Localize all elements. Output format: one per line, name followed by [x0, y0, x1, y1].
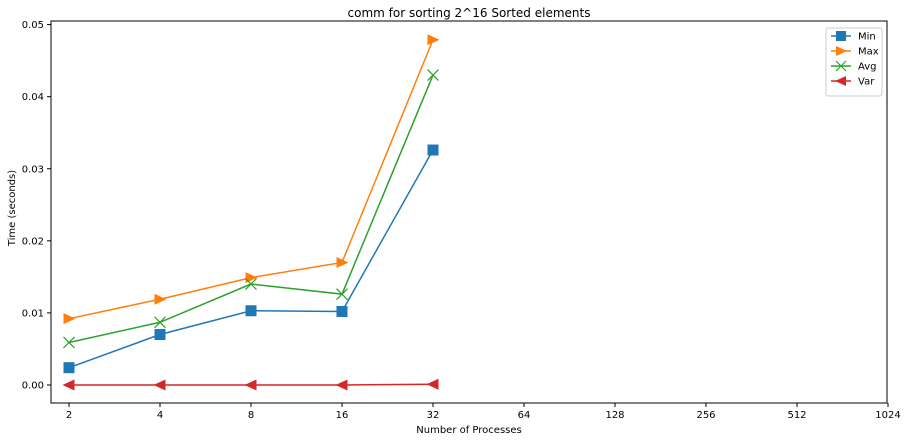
- data-point-avg: [336, 288, 348, 301]
- legend-label: Min: [858, 32, 876, 43]
- data-point-min: [427, 144, 439, 156]
- y-tick-label: 0.00: [22, 380, 44, 391]
- x-tick-label: 1024: [875, 410, 900, 421]
- x-tick-label: 64: [518, 410, 531, 421]
- series-var: [62, 378, 439, 391]
- data-point-min: [63, 362, 75, 374]
- data-point-max: [245, 272, 258, 284]
- y-tick-label: 0.03: [22, 164, 44, 175]
- x-axis-label: Number of Processes: [416, 425, 521, 436]
- data-point-avg: [63, 336, 75, 349]
- series-max: [63, 34, 440, 325]
- legend-label: Var: [858, 77, 875, 88]
- data-point-avg: [245, 278, 257, 290]
- legend-label: Max: [858, 47, 879, 58]
- data-point-var: [244, 379, 257, 391]
- legend-marker: [836, 31, 846, 41]
- legend: Min Max Avg Var: [825, 27, 883, 97]
- legend-label: Avg: [858, 62, 877, 73]
- data-point-min: [154, 329, 166, 341]
- x-tick-label: 128: [605, 410, 624, 421]
- series-layer: [62, 34, 440, 391]
- chart-title: comm for sorting 2^16 Sorted elements: [348, 6, 591, 20]
- data-point-min: [245, 305, 257, 317]
- x-tick-label: 256: [696, 410, 715, 421]
- series-line-avg: [68, 74, 434, 344]
- data-point-min: [336, 305, 348, 317]
- y-tick-label: 0.01: [22, 308, 44, 319]
- legend-marker: [835, 76, 846, 86]
- data-point-max: [154, 293, 167, 305]
- x-tick-label: 32: [427, 410, 440, 421]
- data-point-max: [427, 34, 440, 46]
- data-point-var: [426, 378, 439, 390]
- legend-item-min: Min: [831, 31, 876, 43]
- y-tick-label: 0.05: [22, 20, 44, 31]
- legend-marker: [835, 60, 847, 72]
- x-tick-label: 2: [66, 410, 72, 421]
- data-point-avg: [427, 69, 439, 81]
- y-axis-label: Time (seconds): [7, 170, 18, 247]
- data-point-var: [153, 379, 166, 391]
- data-point-max: [336, 256, 349, 268]
- y-axis: 0.00 0.01 0.02 0.03 0.04 0.05: [22, 20, 51, 391]
- x-tick-label: 8: [248, 410, 254, 421]
- data-point-avg: [154, 316, 166, 329]
- legend-item-var: Var: [831, 76, 875, 88]
- series-avg: [63, 69, 439, 349]
- y-tick-label: 0.04: [22, 92, 44, 103]
- series-line-min: [68, 149, 434, 369]
- y-tick-label: 0.02: [22, 236, 44, 247]
- data-point-max: [63, 313, 76, 325]
- legend-item-avg: Avg: [831, 60, 877, 73]
- x-axis: 2 4 8 16 32 64 128 256 512 1024: [66, 403, 901, 421]
- legend-marker: [836, 46, 847, 56]
- x-tick-label: 16: [336, 410, 349, 421]
- plot-frame: [50, 20, 888, 404]
- x-tick-label: 4: [157, 410, 163, 421]
- series-min: [63, 144, 439, 374]
- data-point-var: [335, 379, 348, 391]
- legend-item-max: Max: [831, 46, 879, 58]
- x-tick-label: 512: [787, 410, 806, 421]
- data-point-var: [62, 379, 75, 391]
